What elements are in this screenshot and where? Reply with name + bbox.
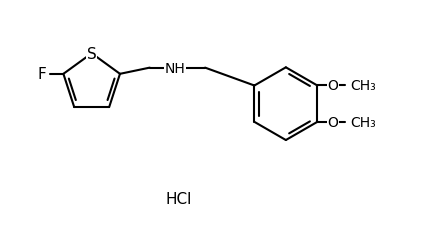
Text: HCl: HCl bbox=[165, 191, 192, 206]
Text: CH₃: CH₃ bbox=[350, 115, 376, 129]
Text: CH₃: CH₃ bbox=[350, 79, 376, 93]
Text: S: S bbox=[87, 46, 96, 62]
Text: F: F bbox=[37, 67, 46, 82]
Text: O: O bbox=[327, 115, 338, 129]
Text: NH: NH bbox=[165, 61, 186, 75]
Text: O: O bbox=[327, 79, 338, 93]
